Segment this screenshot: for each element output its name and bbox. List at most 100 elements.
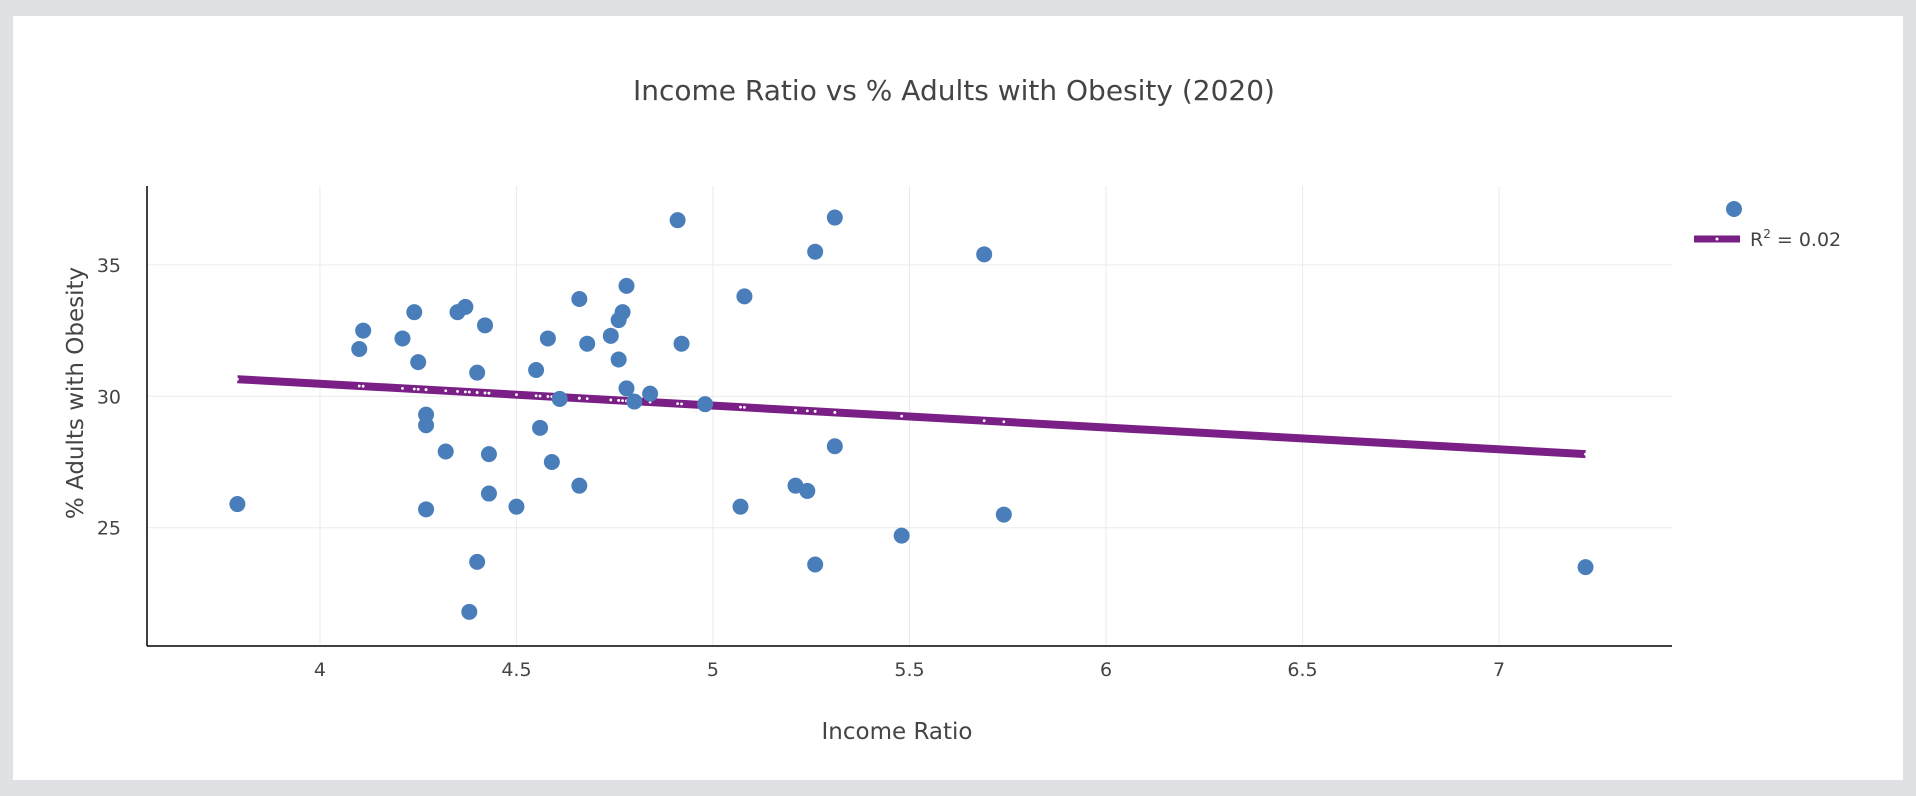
trendline-dot xyxy=(412,387,416,391)
scatter-point[interactable] xyxy=(736,288,753,305)
trendline-dot xyxy=(534,394,538,398)
scatter-point[interactable] xyxy=(480,485,497,502)
legend-r-superscript: 2 xyxy=(1763,227,1771,241)
x-tick-label: 5 xyxy=(707,659,719,681)
scatter-point[interactable] xyxy=(410,354,427,371)
scatter-point[interactable] xyxy=(673,335,690,352)
trendline-dot xyxy=(577,396,581,400)
x-tick-label: 5.5 xyxy=(894,659,924,681)
trendline-dot xyxy=(585,397,589,401)
data-points xyxy=(229,209,1594,620)
scatter-point[interactable] xyxy=(697,396,714,413)
scatter-point[interactable] xyxy=(355,322,372,339)
scatter-point[interactable] xyxy=(543,454,560,470)
scatter-point[interactable] xyxy=(469,553,486,570)
scatter-point[interactable] xyxy=(618,380,635,397)
scatter-chart: Income Ratio vs % Adults with Obesity (2… xyxy=(63,74,1841,745)
scatter-point[interactable] xyxy=(394,330,411,347)
scatter-point[interactable] xyxy=(618,277,635,294)
trendline-dot xyxy=(475,391,479,394)
scatter-point[interactable] xyxy=(477,317,494,334)
trendline-dot xyxy=(813,409,817,413)
trendline-dot xyxy=(357,384,361,388)
trendline-dot xyxy=(546,395,550,398)
scatter-point[interactable] xyxy=(351,340,368,357)
scatter-point[interactable] xyxy=(508,498,525,515)
scatter-point[interactable] xyxy=(480,446,497,463)
scatter-point[interactable] xyxy=(571,477,588,494)
trendline-dot xyxy=(676,402,680,406)
tick-labels: 4 4.5 5 5.5 6 6.5 7 25 30 35 xyxy=(97,255,1505,681)
trendline-dot xyxy=(416,387,420,391)
trendline-dot xyxy=(805,409,809,413)
scatter-point[interactable] xyxy=(539,330,556,347)
legend-trendline-dot xyxy=(1715,237,1719,241)
trendline-dot xyxy=(456,390,459,393)
trendline-dot xyxy=(487,391,491,395)
trendline-dot xyxy=(463,390,467,394)
scatter-point[interactable] xyxy=(551,390,568,407)
trendline-dot xyxy=(361,384,365,388)
x-tick-label: 4 xyxy=(314,659,326,681)
trendline-dot xyxy=(424,388,428,392)
scatter-point[interactable] xyxy=(610,351,627,368)
grid-lines xyxy=(147,186,1672,646)
scatter-point[interactable] xyxy=(976,246,993,263)
scatter-point[interactable] xyxy=(461,603,478,620)
scatter-point[interactable] xyxy=(579,335,596,352)
y-tick-label: 25 xyxy=(97,518,121,540)
chart-title: Income Ratio vs % Adults with Obesity (2… xyxy=(633,74,1275,107)
scatter-point[interactable] xyxy=(528,362,545,378)
scatter-point[interactable] xyxy=(532,419,549,436)
y-tick-label: 30 xyxy=(97,386,121,408)
legend-r-letter: R xyxy=(1750,229,1763,251)
trendline-dot xyxy=(444,389,448,393)
scatter-point[interactable] xyxy=(626,393,643,410)
legend-scatter-marker[interactable] xyxy=(1726,201,1742,217)
x-tick-label: 7 xyxy=(1493,659,1505,681)
x-tick-label: 6.5 xyxy=(1287,659,1317,681)
scatter-point[interactable] xyxy=(418,417,435,434)
scatter-point[interactable] xyxy=(418,501,435,518)
trendline-dot xyxy=(621,399,624,403)
trendline-dot xyxy=(833,410,837,414)
x-axis-title: Income Ratio xyxy=(822,719,973,745)
legend-r-value: = 0.02 xyxy=(1771,229,1841,251)
scatter-point[interactable] xyxy=(642,385,659,402)
trendline-dot xyxy=(467,390,471,394)
trendline-dot xyxy=(739,405,742,409)
scatter-point[interactable] xyxy=(669,212,686,229)
scatter-point[interactable] xyxy=(826,209,843,226)
scatter-point[interactable] xyxy=(469,364,486,381)
scatter-point[interactable] xyxy=(807,556,824,573)
chart-panel: Income Ratio vs % Adults with Obesity (2… xyxy=(13,16,1903,780)
legend-trendline-label[interactable]: R2 = 0.02 xyxy=(1750,227,1841,251)
y-axis-title: % Adults with Obesity xyxy=(63,267,89,519)
legend[interactable]: R2 = 0.02 xyxy=(1694,201,1841,251)
trendline-dot xyxy=(235,377,239,381)
scatter-point[interactable] xyxy=(457,298,474,315)
scatter-point[interactable] xyxy=(995,506,1012,523)
trendline-dot xyxy=(617,398,621,402)
scatter-point[interactable] xyxy=(406,304,423,321)
y-tick-label: 35 xyxy=(97,255,121,277)
scatter-point[interactable] xyxy=(1577,559,1594,576)
x-tick-label: 6 xyxy=(1100,659,1112,681)
scatter-point[interactable] xyxy=(807,243,824,260)
scatter-point[interactable] xyxy=(602,327,619,344)
trendline-dot xyxy=(483,391,487,395)
scatter-point[interactable] xyxy=(799,482,816,499)
trendline-dot xyxy=(680,402,683,406)
scatter-point[interactable] xyxy=(437,443,454,460)
scatter-point[interactable] xyxy=(732,498,749,515)
scatter-point[interactable] xyxy=(893,527,910,544)
trendline-dot xyxy=(1002,420,1006,424)
scatter-point[interactable] xyxy=(571,291,588,308)
trendline-dot xyxy=(743,405,746,409)
trendline[interactable] xyxy=(237,375,1586,459)
trendline-dot xyxy=(515,393,518,397)
trendline-dot xyxy=(900,414,904,418)
scatter-point[interactable] xyxy=(229,496,246,513)
scatter-point[interactable] xyxy=(614,304,631,321)
scatter-point[interactable] xyxy=(826,438,843,455)
